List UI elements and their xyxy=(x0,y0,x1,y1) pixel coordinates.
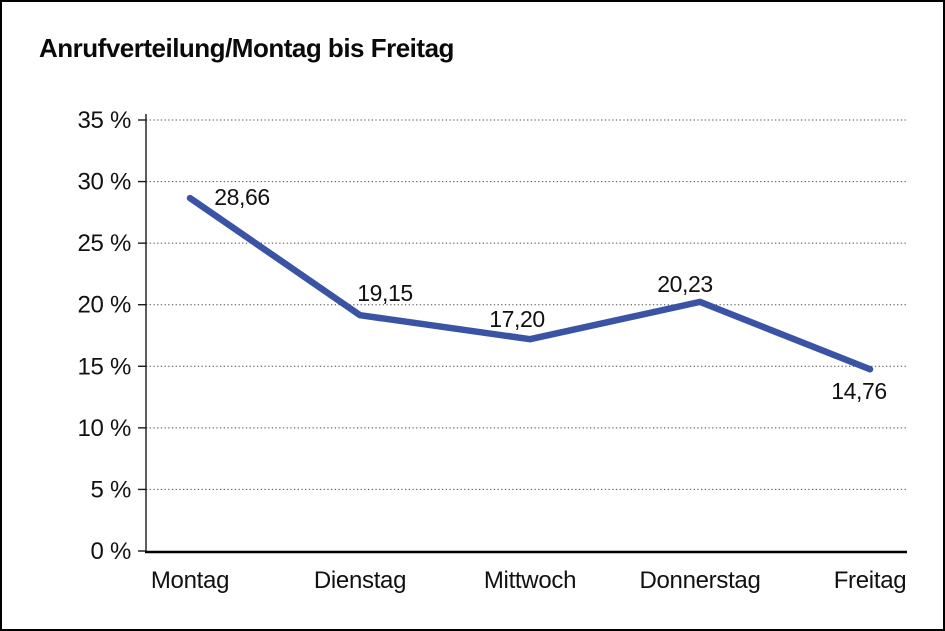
chart-title: Anrufverteilung/Montag bis Freitag xyxy=(39,33,454,63)
x-tick-label-dienstag: Dienstag xyxy=(314,567,406,594)
y-tick-label-15: 15 % xyxy=(77,353,131,380)
point-label-dienstag: 19,15 xyxy=(357,280,413,306)
y-tick-label-10: 10 % xyxy=(77,415,131,442)
y-tick-label-20: 20 % xyxy=(77,292,131,319)
y-tick-label-5: 5 % xyxy=(91,476,131,503)
point-label-freitag: 14,76 xyxy=(831,378,887,404)
x-tick-label-donnerstag: Donnerstag xyxy=(639,567,760,594)
series-line-anrufverteilung xyxy=(186,194,874,373)
y-tick-label-30: 30 % xyxy=(77,169,131,196)
point-label-montag: 28,66 xyxy=(214,184,270,210)
point-label-donnerstag: 20,23 xyxy=(657,271,713,297)
y-tick-label-35: 35 % xyxy=(77,107,131,134)
x-tick-label-montag: Montag xyxy=(151,567,229,594)
y-tick-label-25: 25 % xyxy=(77,230,131,257)
x-tick-label-mittwoch: Mittwoch xyxy=(484,567,576,594)
y-tick-label-0: 0 % xyxy=(91,538,131,565)
x-tick-label-freitag: Freitag xyxy=(834,567,907,594)
point-label-mittwoch: 17,20 xyxy=(489,306,545,332)
